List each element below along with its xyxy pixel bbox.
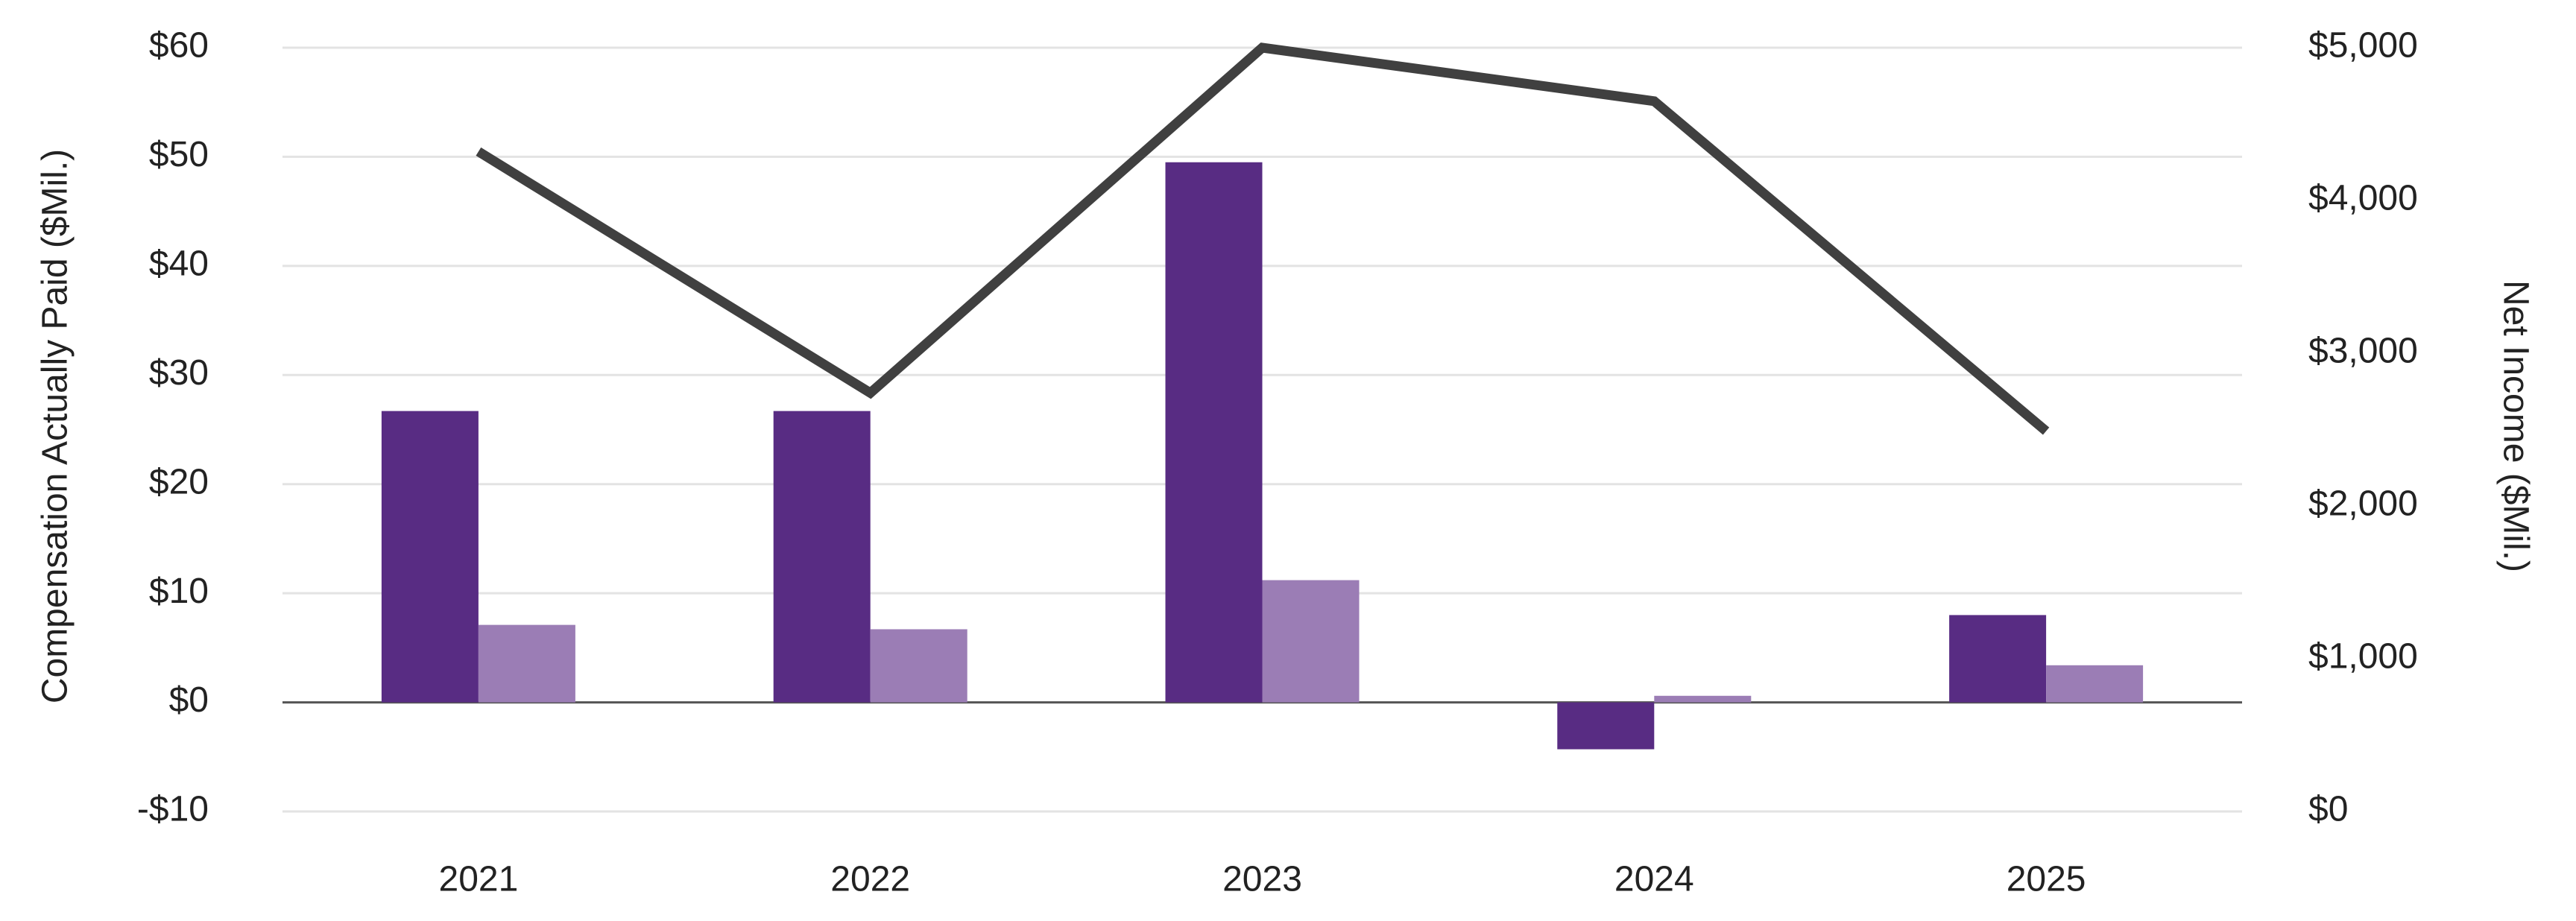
- x-tick-label: 2025: [2007, 860, 2086, 899]
- bar: [1262, 580, 1360, 703]
- x-tick-label: 2022: [830, 860, 910, 899]
- bar: [1949, 615, 2047, 703]
- y2-tick-label: $5,000: [2308, 26, 2418, 66]
- bar: [870, 629, 967, 703]
- y2-tick-label: $1,000: [2308, 637, 2418, 677]
- y2-tick-label: $4,000: [2308, 179, 2418, 218]
- x-tick-label: 2023: [1222, 860, 1302, 899]
- y-tick-label: $10: [149, 572, 209, 611]
- y2-tick-label: $0: [2308, 790, 2348, 829]
- bar: [2046, 665, 2144, 703]
- bar: [478, 624, 575, 703]
- y-axis-title: Compensation Actually Paid ($Mil.): [36, 149, 75, 703]
- x-tick-label: 2021: [439, 860, 519, 899]
- bar: [773, 411, 871, 703]
- y-tick-label: $0: [169, 680, 209, 720]
- y-tick-label: $30: [149, 353, 209, 393]
- y-tick-label: $40: [149, 244, 209, 284]
- y-tick-label: $20: [149, 462, 209, 501]
- y2-axis-title: Net Income ($Mil.): [2496, 280, 2535, 572]
- line: [476, 42, 2050, 435]
- y2-tick-label: $2,000: [2308, 484, 2418, 524]
- x-tick-label: 2024: [1614, 860, 1694, 899]
- bar: [381, 411, 479, 703]
- y-tick-label: $50: [149, 135, 209, 174]
- bar: [1557, 702, 1655, 750]
- bar: [1654, 695, 1752, 703]
- y2-tick-label: $3,000: [2308, 332, 2418, 371]
- y-tick-label: $60: [149, 26, 209, 66]
- y-tick-label: -$10: [137, 790, 209, 829]
- bar: [1165, 162, 1263, 703]
